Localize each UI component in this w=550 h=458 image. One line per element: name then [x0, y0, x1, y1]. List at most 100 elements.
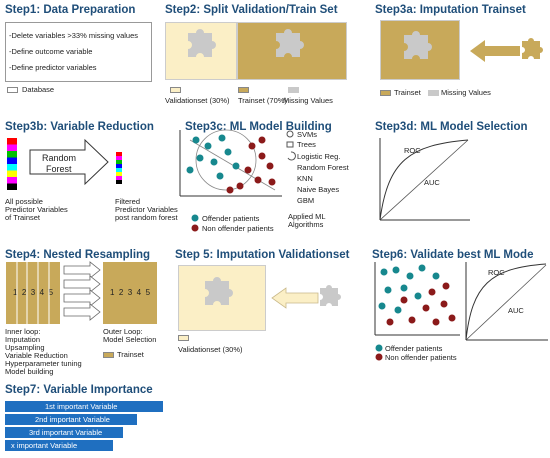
outer-line-2: Model Selection [103, 335, 157, 344]
step3b-title: Step3b: Variable Reduction [5, 121, 154, 133]
non-offender-point [258, 136, 266, 144]
step6-auc-label: AUC [508, 306, 524, 315]
inner-line-5: Hyperparameter tuning [5, 359, 82, 368]
offender-point [432, 272, 440, 280]
right-arrow-icon [63, 275, 101, 293]
all-variables-segment [7, 151, 17, 158]
right-arrow-icon [63, 261, 101, 279]
all-predictors-line-1: All possible [5, 197, 43, 206]
offender-point [394, 306, 402, 314]
step4-title: Step4: Nested Resampling [5, 249, 151, 261]
non-offender-point [248, 142, 256, 150]
step1-box: -Delete variables >33% missing values -D… [5, 22, 152, 82]
inner-line-3: Upsampling [5, 343, 45, 352]
all-variables-segment [7, 177, 17, 184]
validationset-label: Validationset (30%) [165, 96, 230, 105]
offender-point [380, 268, 388, 276]
all-variables-segment [7, 164, 17, 171]
filtered-variables-segment [116, 164, 122, 168]
non-offender-dot-icon [375, 353, 383, 361]
outer-fold-5: 5 [145, 288, 151, 297]
outer-line-1: Outer Loop: [103, 327, 143, 336]
offender-point [414, 292, 422, 300]
boundary-circle [195, 129, 257, 191]
missing-label: Missing Values [283, 96, 333, 105]
filtered-variables-segment [116, 172, 122, 176]
non-offender-point [442, 282, 450, 290]
offender-point [418, 264, 426, 272]
step2-title: Step2: Split Validation/Train Set [165, 4, 338, 16]
step5-validation-swatch [178, 335, 189, 341]
all-variables-segment [7, 144, 17, 151]
fold-1: 1 [12, 288, 18, 297]
validationset-swatch [170, 87, 181, 93]
step3d-title: Step3d: ML Model Selection [375, 121, 528, 133]
inner-line-6: Model building [5, 367, 54, 376]
offender-point [216, 172, 224, 180]
outer-fold-3: 3 [127, 288, 133, 297]
filtered-line-3: post random forest [115, 213, 178, 222]
non-offender-point [266, 162, 274, 170]
step1-title: Step1: Data Preparation [5, 4, 136, 16]
step6-offender-label: Offender patients [385, 344, 443, 353]
offender-point [210, 158, 218, 166]
importance-bar-1: 1st important Variable [5, 401, 163, 412]
database-label: Database [22, 85, 55, 94]
puzzle-piece-icon [404, 31, 432, 59]
importance-bar-3: 3rd important Variable [5, 427, 123, 438]
step5-validation-block [178, 265, 266, 331]
inner-line-1: Inner loop: [5, 327, 41, 336]
non-offender-point [422, 304, 430, 312]
offender-point [192, 136, 200, 144]
step3c-offender-label: Offender patients [202, 214, 260, 223]
puzzle-piece-icon [276, 29, 304, 57]
filtered-variables-segment [116, 176, 122, 180]
filtered-variables-segment [116, 156, 122, 160]
outer-loop-folds: 1 2 3 4 5 [103, 262, 157, 324]
step5-validation-label: Validationset (30%) [178, 345, 243, 354]
inner-line-4: Variable Reduction [5, 351, 68, 360]
puzzle-piece-icon [320, 285, 341, 306]
trees-icon [286, 141, 294, 148]
step1-line-3: -Define predictor variables [9, 63, 97, 72]
step3a-missing-label: Missing Values [441, 88, 491, 97]
importance-bar-4: x important Variable [5, 440, 113, 451]
algo-trees: Trees [297, 140, 316, 149]
step3d-roc-label: ROC [404, 146, 421, 155]
inner-line-2: Imputation [5, 335, 41, 344]
step6-title: Step6: Validate best ML Mode [372, 249, 534, 261]
right-arrow-icon [63, 303, 101, 321]
all-predictors-line-2: Predictor Variables [5, 205, 68, 214]
applied-line-2: Algorithms [288, 220, 324, 229]
non-offender-point [254, 176, 262, 184]
offender-point [218, 134, 226, 142]
all-variables-segment [7, 170, 17, 177]
filtered-variables-segment [116, 168, 122, 172]
outer-fold-2: 2 [118, 288, 124, 297]
non-offender-point [244, 166, 252, 174]
roc-diagonal [379, 139, 469, 221]
offender-point [196, 154, 204, 162]
non-offender-point [408, 316, 416, 324]
non-offender-point [226, 186, 234, 194]
puzzle-piece-icon [188, 29, 216, 57]
non-offender-dot-icon [191, 224, 199, 232]
left-arrow-icon [271, 287, 319, 309]
algo-naive-bayes: Naive Bayes [297, 185, 340, 194]
fold-3: 3 [30, 288, 36, 297]
roc-diagonal [465, 264, 547, 341]
non-offender-point [236, 182, 244, 190]
step5-title: Step 5: Imputation Validationset [175, 249, 350, 261]
step3a-trainset-swatch [380, 90, 391, 96]
missing-swatch [288, 87, 299, 93]
non-offender-point [400, 296, 408, 304]
offender-point [392, 266, 400, 274]
